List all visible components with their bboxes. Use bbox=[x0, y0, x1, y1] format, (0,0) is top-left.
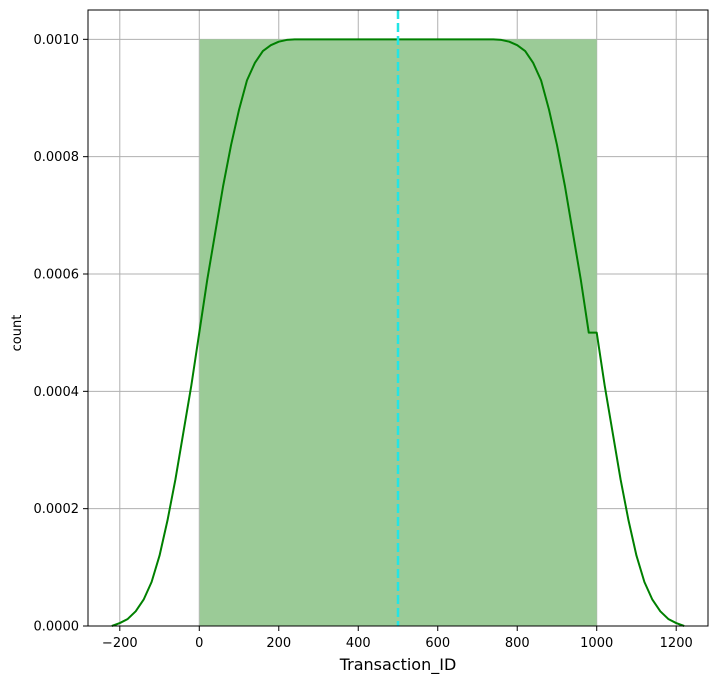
plot-area bbox=[87, 9, 709, 627]
x-tick-label: 800 bbox=[505, 636, 530, 651]
histogram-bars bbox=[199, 39, 597, 627]
y-tick-label: 0.0006 bbox=[34, 268, 80, 283]
x-tick-label: 600 bbox=[425, 636, 450, 651]
y-ticks: 0.0000 0.0002 0.0004 0.0006 0.0008 0.0010 bbox=[34, 33, 88, 635]
y-tick-label: 0.0008 bbox=[34, 150, 80, 165]
x-tick-label: −200 bbox=[102, 636, 138, 651]
x-tick-label: 1000 bbox=[580, 636, 613, 651]
x-axis-label: Transaction_ID bbox=[339, 655, 457, 675]
y-axis-label: count bbox=[10, 315, 25, 352]
x-ticks: −200 0 200 400 600 800 1000 1200 bbox=[102, 626, 693, 651]
x-tick-label: 0 bbox=[195, 636, 203, 651]
y-tick-label: 0.0010 bbox=[34, 33, 80, 48]
y-tick-label: 0.0002 bbox=[34, 502, 80, 517]
y-tick-label: 0.0004 bbox=[34, 385, 80, 400]
y-tick-label: 0.0000 bbox=[34, 620, 80, 635]
x-tick-label: 1200 bbox=[660, 636, 693, 651]
x-tick-label: 400 bbox=[346, 636, 371, 651]
axes-frame bbox=[87, 9, 709, 627]
histogram-bar bbox=[199, 39, 597, 627]
x-tick-label: 200 bbox=[266, 636, 291, 651]
